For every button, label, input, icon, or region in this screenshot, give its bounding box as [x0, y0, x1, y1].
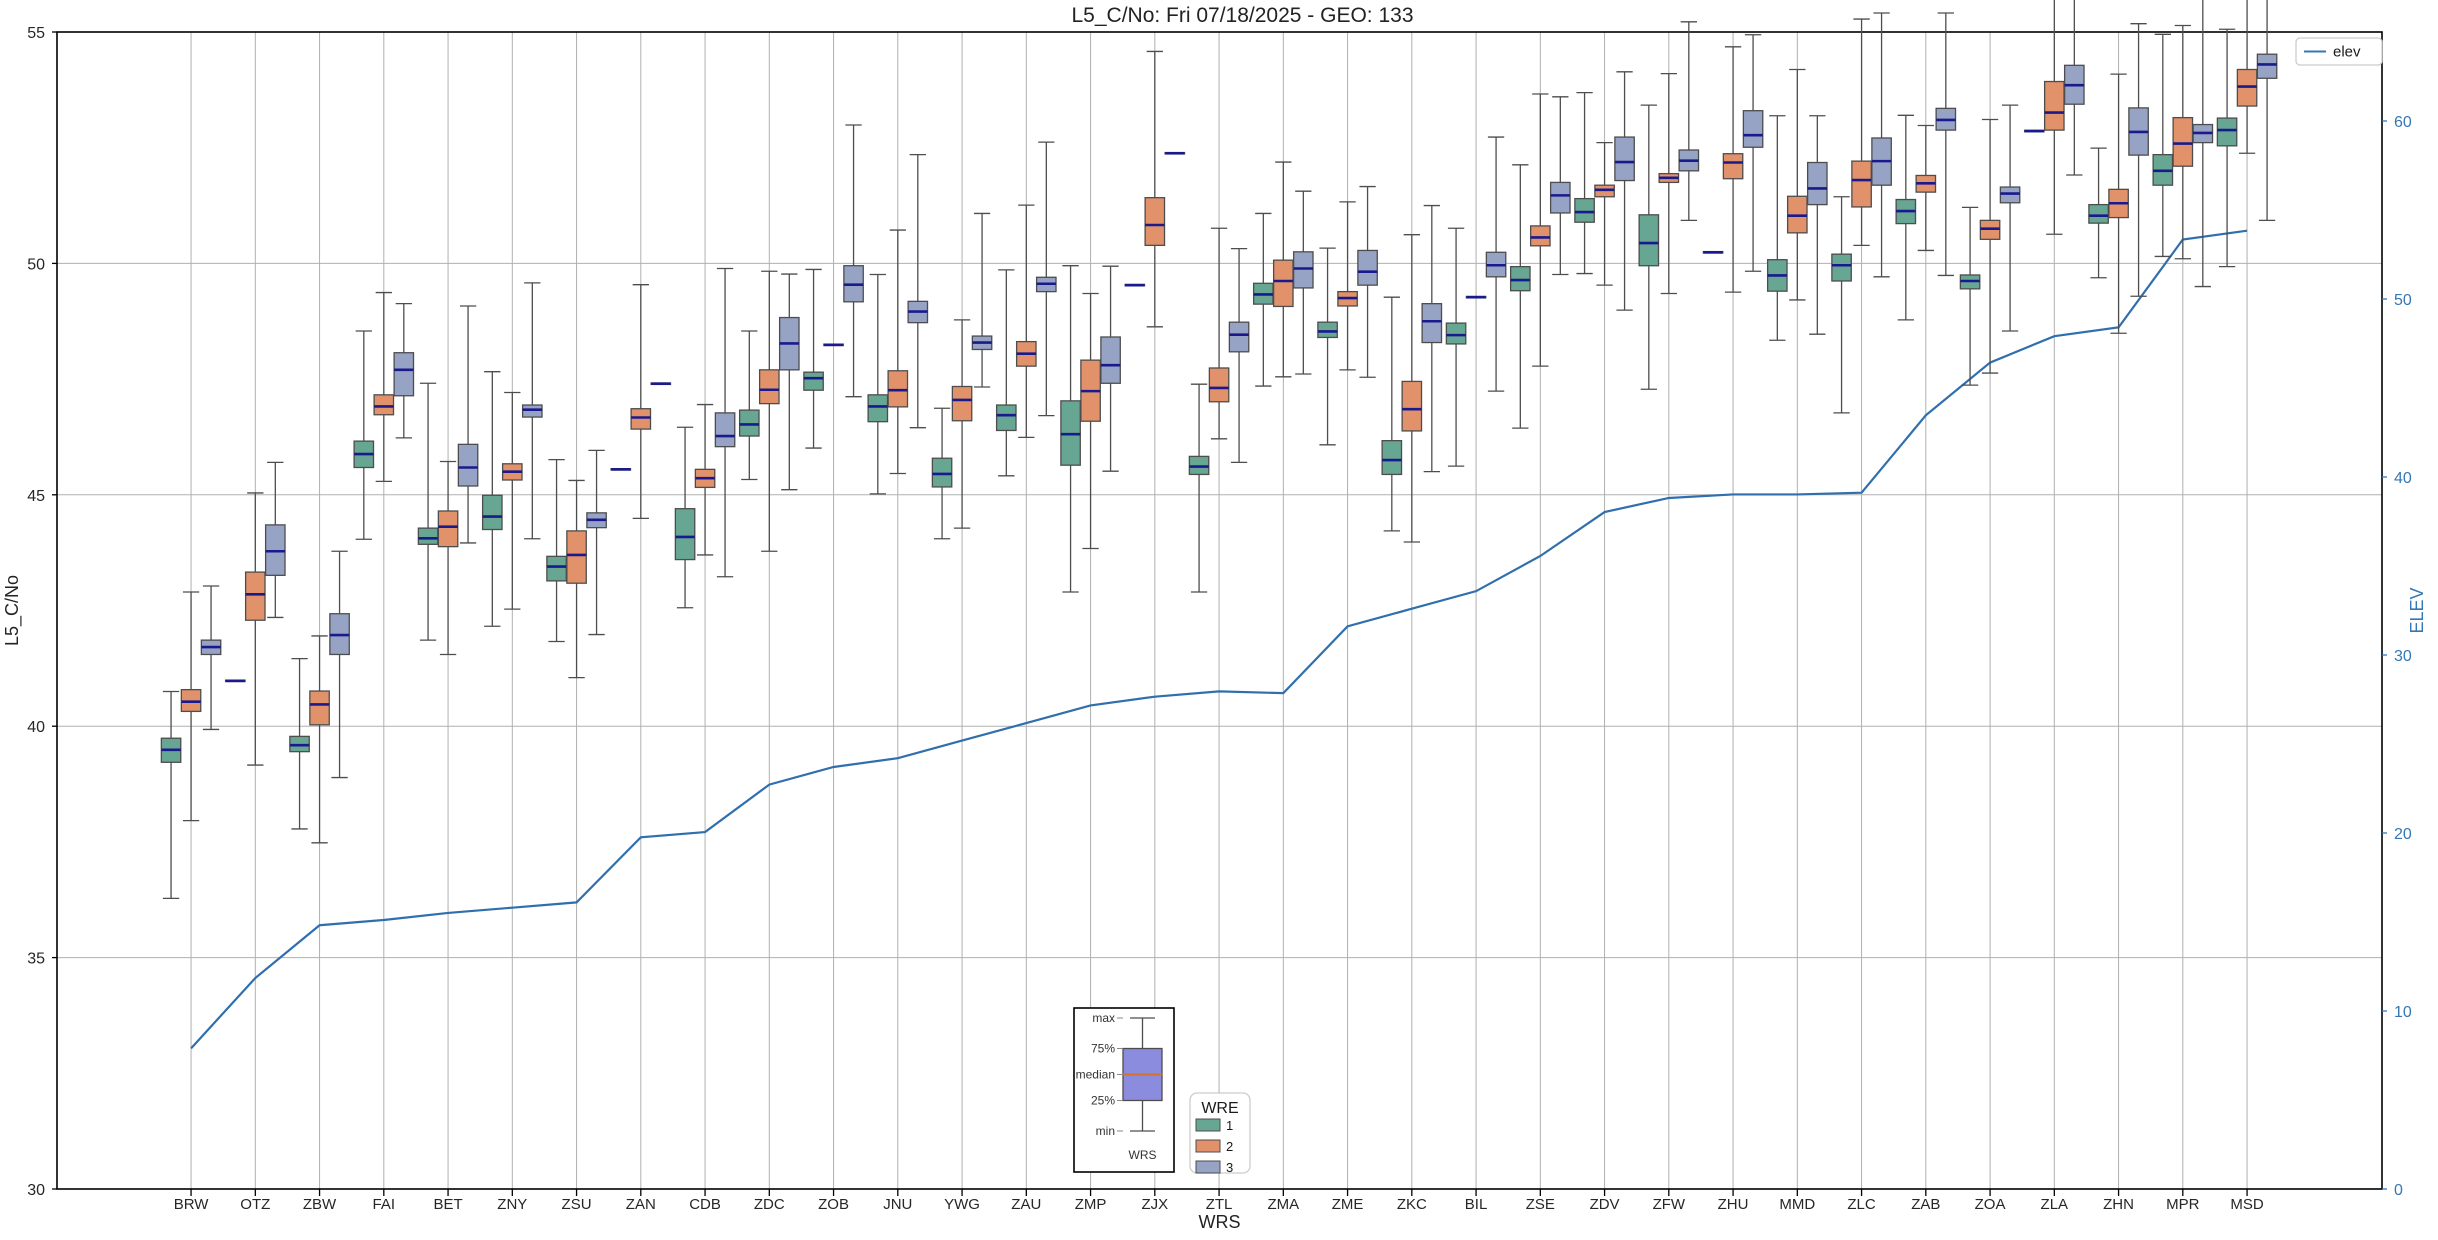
svg-text:ZHN: ZHN — [2103, 1196, 2134, 1213]
svg-text:ZAN: ZAN — [626, 1196, 656, 1213]
svg-text:MSD: MSD — [2230, 1196, 2264, 1213]
svg-text:YWG: YWG — [944, 1196, 980, 1213]
svg-text:WRS: WRS — [1199, 1212, 1241, 1232]
svg-text:10: 10 — [2394, 1004, 2412, 1021]
svg-text:ZNY: ZNY — [497, 1196, 527, 1213]
svg-text:ZDV: ZDV — [1590, 1196, 1620, 1213]
svg-text:25%: 25% — [1091, 1094, 1115, 1108]
svg-text:ZHU: ZHU — [1718, 1196, 1749, 1213]
svg-text:30: 30 — [2394, 648, 2412, 665]
svg-text:2: 2 — [1226, 1139, 1233, 1154]
svg-text:75%: 75% — [1091, 1042, 1115, 1056]
svg-text:ZMP: ZMP — [1075, 1196, 1107, 1213]
svg-text:MMD: MMD — [1779, 1196, 1815, 1213]
svg-text:35: 35 — [27, 951, 45, 968]
svg-text:min: min — [1096, 1124, 1115, 1138]
svg-text:0: 0 — [2394, 1182, 2403, 1199]
svg-text:ZJX: ZJX — [1141, 1196, 1168, 1213]
svg-text:OTZ: OTZ — [240, 1196, 270, 1213]
svg-text:ELEV: ELEV — [2407, 587, 2427, 633]
svg-text:ZLC: ZLC — [1847, 1196, 1876, 1213]
svg-text:ZDC: ZDC — [754, 1196, 785, 1213]
svg-text:L5_C/No: Fri 07/18/2025 - GEO:: L5_C/No: Fri 07/18/2025 - GEO: 133 — [1071, 4, 1413, 27]
svg-text:55: 55 — [27, 25, 45, 42]
svg-text:ZTL: ZTL — [1206, 1196, 1233, 1213]
svg-text:30: 30 — [27, 1182, 45, 1199]
svg-text:3: 3 — [1226, 1160, 1233, 1175]
svg-text:median: median — [1076, 1068, 1115, 1082]
svg-text:elev: elev — [2333, 44, 2361, 61]
svg-text:BRW: BRW — [174, 1196, 210, 1213]
svg-text:MPR: MPR — [2166, 1196, 2200, 1213]
svg-text:CDB: CDB — [689, 1196, 721, 1213]
svg-text:WRE: WRE — [1201, 1100, 1238, 1117]
svg-text:40: 40 — [27, 719, 45, 736]
svg-text:45: 45 — [27, 488, 45, 505]
svg-text:L5_C/No: L5_C/No — [2, 575, 23, 646]
svg-text:ZOB: ZOB — [818, 1196, 849, 1213]
svg-text:JNU: JNU — [883, 1196, 912, 1213]
svg-text:ZFW: ZFW — [1653, 1196, 1686, 1213]
svg-text:FAI: FAI — [373, 1196, 396, 1213]
svg-text:ZKC: ZKC — [1397, 1196, 1427, 1213]
svg-text:max: max — [1092, 1011, 1115, 1025]
svg-text:ZSU: ZSU — [562, 1196, 592, 1213]
svg-text:ZAB: ZAB — [1911, 1196, 1940, 1213]
svg-text:ZLA: ZLA — [2041, 1196, 2069, 1213]
svg-text:WRS: WRS — [1129, 1148, 1157, 1162]
svg-text:50: 50 — [2394, 292, 2412, 309]
svg-text:BET: BET — [433, 1196, 462, 1213]
svg-text:40: 40 — [2394, 470, 2412, 487]
svg-text:ZSE: ZSE — [1526, 1196, 1555, 1213]
svg-text:20: 20 — [2394, 826, 2412, 843]
svg-text:ZMA: ZMA — [1267, 1196, 1299, 1213]
svg-text:ZME: ZME — [1332, 1196, 1364, 1213]
svg-text:1: 1 — [1226, 1118, 1233, 1133]
svg-text:ZBW: ZBW — [303, 1196, 337, 1213]
svg-text:ZAU: ZAU — [1011, 1196, 1041, 1213]
svg-text:60: 60 — [2394, 114, 2412, 131]
svg-text:ZOA: ZOA — [1975, 1196, 2006, 1213]
svg-text:BIL: BIL — [1465, 1196, 1488, 1213]
svg-text:50: 50 — [27, 256, 45, 273]
